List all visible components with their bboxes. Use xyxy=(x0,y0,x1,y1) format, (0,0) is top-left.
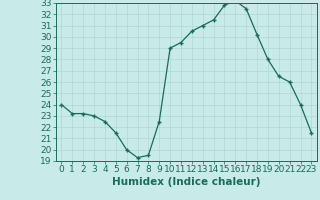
X-axis label: Humidex (Indice chaleur): Humidex (Indice chaleur) xyxy=(112,177,261,187)
